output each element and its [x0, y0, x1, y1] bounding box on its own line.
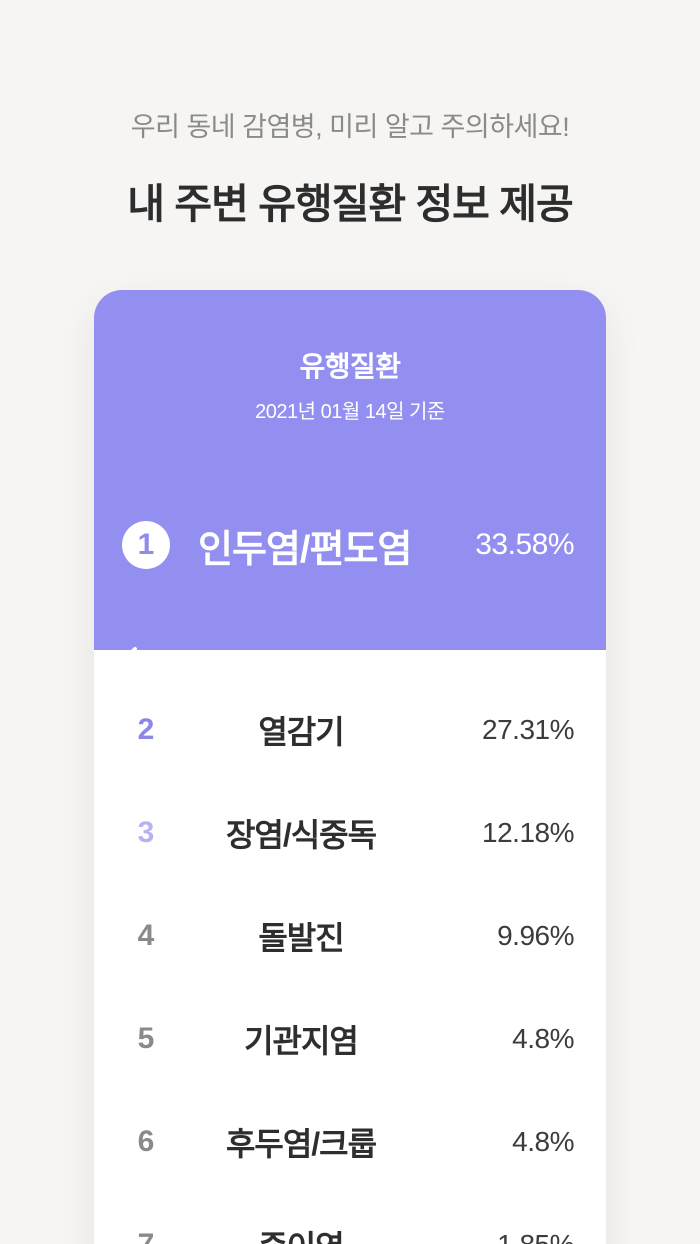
disease-percent: 9.96% — [497, 919, 574, 951]
disease-percent: 12.18% — [482, 816, 574, 848]
list-item[interactable]: 5 기관지염 4.8% — [94, 987, 606, 1090]
intro-section: 우리 동네 감염병, 미리 알고 주의하세요! 내 주변 유행질환 정보 제공 — [0, 104, 700, 231]
top-disease-name: 인두염/편도염 — [198, 528, 412, 571]
page-subtitle: 우리 동네 감염병, 미리 알고 주의하세요! — [130, 112, 570, 142]
disease-percent: 27.31% — [482, 713, 574, 745]
list-item[interactable]: 7 중이염 1.85% — [94, 1193, 606, 1244]
rank-number: 2 — [137, 712, 155, 746]
rank-1-badge: 1 — [122, 521, 170, 569]
disease-name: 후두염/크룹 — [225, 1125, 377, 1162]
back-button[interactable] — [108, 637, 152, 681]
rank-number: 5 — [137, 1021, 155, 1055]
card-header: 유행질환 2021년 01월 14일 기준 1 인두염/편도염 33.58% — [94, 290, 606, 671]
list-item[interactable]: 3 장염/식중독 12.18% — [94, 781, 606, 884]
top-disease-percent: 33.58% — [475, 528, 574, 561]
card-title: 유행질환 — [299, 351, 401, 382]
rank-1-number: 1 — [137, 528, 155, 561]
chevron-left-icon — [121, 646, 139, 672]
disease-list: 2 열감기 27.31% 3 장염/식중독 12.18% 4 돌발진 9.96%… — [94, 650, 606, 1244]
rank-number: 6 — [137, 1124, 155, 1158]
top-rank-row[interactable]: 1 인두염/편도염 33.58% — [122, 521, 574, 571]
disease-name: 중이염 — [176, 1222, 426, 1244]
epidemic-card: 유행질환 2021년 01월 14일 기준 1 인두염/편도염 33.58% 2… — [94, 290, 606, 1244]
card-date: 2021년 01월 14일 기준 — [255, 401, 445, 423]
list-item[interactable]: 4 돌발진 9.96% — [94, 884, 606, 987]
page-title: 내 주변 유행질환 정보 제공 — [127, 181, 573, 227]
disease-percent: 4.8% — [512, 1022, 574, 1054]
disease-percent: 1.85% — [497, 1228, 574, 1244]
list-item[interactable]: 6 후두염/크룹 4.8% — [94, 1090, 606, 1193]
rank-number: 4 — [137, 918, 155, 952]
disease-name: 기관지염 — [244, 1022, 359, 1059]
disease-name: 돌발진 — [258, 919, 344, 956]
disease-name: 장염/식중독 — [225, 816, 377, 853]
rank-number: 7 — [137, 1227, 155, 1244]
disease-percent: 4.8% — [512, 1125, 574, 1157]
rank-number: 3 — [137, 815, 155, 849]
disease-name: 열감기 — [258, 713, 344, 750]
list-item[interactable]: 2 열감기 27.31% — [94, 678, 606, 781]
